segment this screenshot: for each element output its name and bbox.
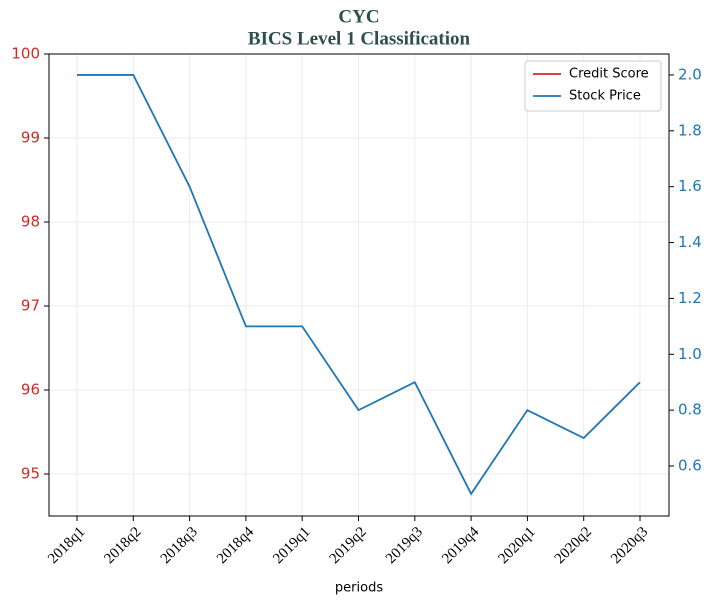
y2-tick-label: 1.6 [678,177,702,195]
x-tick-label: 2020q1 [496,524,539,567]
y-tick-label: 95 [21,465,40,483]
x-tick-label: 2019q2 [327,524,370,567]
x-tick-label: 2020q2 [552,524,595,567]
x-tick-label: 2018q2 [101,524,144,567]
y2-tick-label: 1.0 [678,345,702,363]
y2-tick-label: 1.4 [678,233,702,251]
x-tick-label: 2018q3 [158,524,201,567]
plot-frame [48,53,670,517]
x-tick-label: 2018q1 [45,524,88,567]
y2-tick-label: 0.6 [678,457,702,475]
y2-tick-label: 0.8 [678,401,702,419]
y-tick-label: 97 [21,297,40,315]
y-tick-label: 99 [21,129,40,147]
y2-tick-label: 1.8 [678,121,702,139]
y2-tick-label: 1.2 [678,289,702,307]
x-tick-label: 2020q3 [608,524,651,567]
chart-title: CYC [338,6,379,27]
legend-label: Credit Score [569,67,649,82]
y2-tick-label: 2.0 [678,65,702,83]
series-line [77,74,641,496]
chart-subtitle: BICS Level 1 Classification [248,28,471,49]
x-tick-label: 2019q1 [270,524,313,567]
y-tick-label: 98 [21,213,40,231]
x-tick-label: 2019q3 [383,524,426,567]
y-tick-label: 96 [21,381,40,399]
y-tick-label: 100 [11,45,40,63]
x-tick-label: 2019q4 [439,524,482,567]
x-axis-label: periods [335,581,383,596]
x-tick-label: 2018q4 [214,524,257,567]
legend-label: Stock Price [569,89,641,104]
